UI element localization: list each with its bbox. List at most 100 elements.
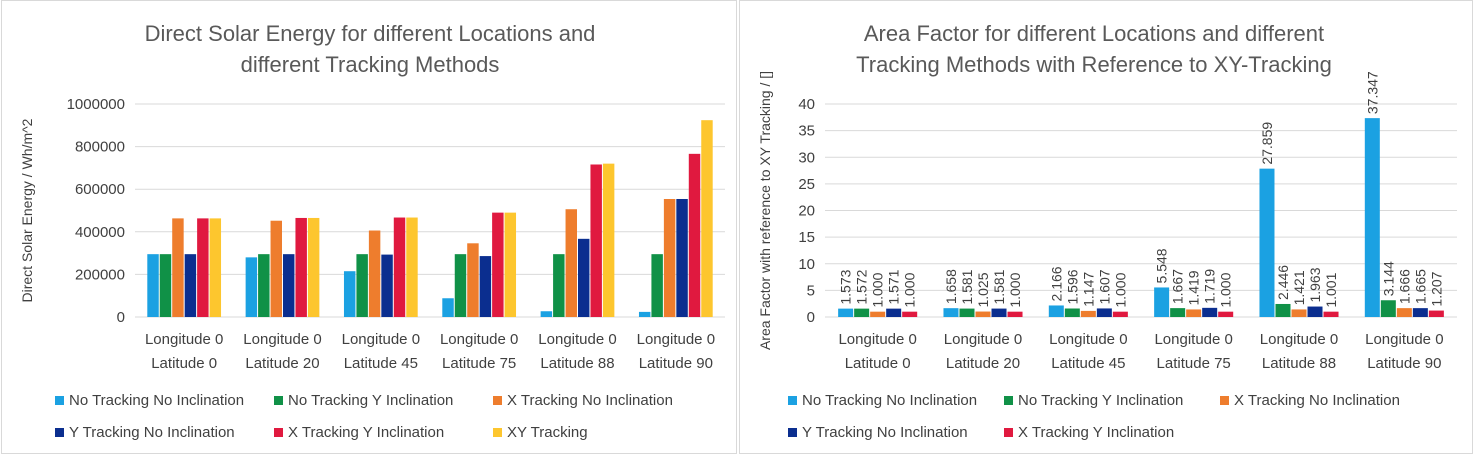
bar bbox=[854, 308, 870, 317]
x-category-label: Latitude 45 bbox=[344, 355, 418, 372]
bar bbox=[184, 254, 197, 317]
bar bbox=[1259, 168, 1275, 317]
bar bbox=[343, 271, 356, 317]
bar bbox=[602, 163, 615, 317]
bar bbox=[701, 120, 713, 317]
bar bbox=[283, 254, 295, 317]
y-tick-label: 15 bbox=[798, 229, 815, 246]
bar bbox=[1064, 308, 1080, 317]
y-tick-label: 1000000 bbox=[67, 96, 125, 113]
x-category-label: Latitude 20 bbox=[245, 355, 319, 372]
bar bbox=[553, 254, 565, 317]
y-tick-label: 600000 bbox=[75, 181, 125, 198]
bar bbox=[1112, 311, 1128, 317]
data-label: 1.581 bbox=[959, 269, 975, 304]
bar bbox=[1202, 307, 1218, 317]
legend-label: No Tracking No Inclination bbox=[69, 392, 244, 409]
data-label: 2.446 bbox=[1275, 265, 1291, 300]
bar bbox=[1170, 308, 1186, 317]
data-label: 1.666 bbox=[1396, 269, 1412, 304]
data-label: 1.572 bbox=[854, 269, 870, 304]
chart-direct-solar-energy: Direct Solar Energy for different Locati… bbox=[19, 21, 725, 441]
y-tick-label: 200000 bbox=[75, 266, 125, 283]
bar bbox=[943, 308, 959, 317]
bar bbox=[1154, 287, 1170, 317]
data-label: 1.000 bbox=[1112, 272, 1128, 307]
data-label: 1.000 bbox=[902, 272, 918, 307]
x-category-label: Longitude 0 bbox=[440, 331, 518, 348]
legend-label: X Tracking Y Inclination bbox=[288, 424, 444, 441]
legend-swatch bbox=[1004, 428, 1013, 437]
bar bbox=[590, 164, 602, 317]
x-category-label: Latitude 20 bbox=[946, 355, 1020, 372]
data-label: 1.667 bbox=[1170, 269, 1186, 304]
y-tick-label: 20 bbox=[798, 203, 815, 220]
bar bbox=[676, 198, 688, 317]
bar bbox=[886, 308, 902, 317]
bar bbox=[295, 217, 307, 317]
legend-label: XY Tracking bbox=[507, 424, 588, 441]
bar bbox=[688, 153, 701, 317]
bar bbox=[381, 254, 393, 317]
bar bbox=[454, 254, 467, 317]
data-label: 1.571 bbox=[886, 269, 902, 304]
bar bbox=[1186, 309, 1202, 317]
bar bbox=[663, 198, 676, 317]
x-category-label: Latitude 88 bbox=[1262, 355, 1336, 372]
data-label: 1.000 bbox=[1218, 272, 1234, 307]
bar bbox=[1275, 303, 1291, 317]
bar bbox=[565, 209, 577, 317]
bar bbox=[479, 256, 492, 317]
x-category-label: Longitude 0 bbox=[1154, 331, 1232, 348]
legend-swatch bbox=[1004, 396, 1013, 405]
bar bbox=[1428, 310, 1444, 317]
legend-swatch bbox=[274, 428, 283, 437]
chart-area-factor: Area Factor for different Locations and … bbox=[757, 21, 1457, 441]
bar bbox=[258, 254, 270, 317]
chart-title-line-2: Tracking Methods with Reference to XY-Tr… bbox=[856, 52, 1332, 77]
data-label: 1.000 bbox=[1007, 272, 1023, 307]
y-axis-title: Area Factor with reference to XY Trackin… bbox=[757, 71, 773, 350]
bar bbox=[368, 230, 381, 317]
bar bbox=[1096, 308, 1112, 317]
bar bbox=[467, 243, 479, 317]
bar bbox=[540, 311, 553, 317]
x-category-label: Longitude 0 bbox=[637, 331, 715, 348]
data-label: 1.421 bbox=[1291, 270, 1307, 305]
y-tick-label: 40 bbox=[798, 96, 815, 113]
legend-label: X Tracking No Inclination bbox=[507, 392, 673, 409]
bar bbox=[172, 218, 184, 317]
bar bbox=[1307, 306, 1323, 317]
bar bbox=[393, 217, 406, 317]
y-tick-label: 0 bbox=[117, 309, 125, 326]
bar bbox=[159, 254, 172, 317]
data-label: 1.419 bbox=[1186, 270, 1202, 305]
data-label: 1.000 bbox=[870, 272, 886, 307]
bar bbox=[870, 311, 886, 317]
y-axis-title: Direct Solar Energy / Wh/m^2 bbox=[19, 118, 35, 302]
x-category-label: Longitude 0 bbox=[1049, 331, 1127, 348]
data-label: 37.347 bbox=[1364, 71, 1380, 114]
bar bbox=[406, 217, 418, 317]
y-tick-label: 5 bbox=[807, 282, 815, 299]
x-category-label: Latitude 45 bbox=[1051, 355, 1125, 372]
bar bbox=[1412, 308, 1428, 317]
chart-panel-direct-solar-energy: Direct Solar Energy for different Locati… bbox=[1, 0, 737, 454]
data-label: 1.963 bbox=[1307, 267, 1323, 302]
bar bbox=[1380, 300, 1396, 317]
bar bbox=[959, 308, 975, 317]
legend-label: Y Tracking No Inclination bbox=[802, 424, 968, 441]
legend-swatch bbox=[274, 396, 283, 405]
x-category-label: Latitude 75 bbox=[1157, 355, 1231, 372]
bar bbox=[492, 212, 504, 317]
legend-label: No Tracking Y Inclination bbox=[1018, 392, 1183, 409]
y-tick-label: 800000 bbox=[75, 139, 125, 156]
data-label: 1.596 bbox=[1064, 269, 1080, 304]
bar bbox=[197, 218, 209, 317]
legend-swatch bbox=[493, 396, 502, 405]
data-label: 1.719 bbox=[1202, 269, 1218, 304]
y-tick-label: 10 bbox=[798, 256, 815, 273]
x-category-label: Latitude 75 bbox=[442, 355, 516, 372]
bar bbox=[1007, 311, 1023, 317]
data-label: 1.665 bbox=[1412, 269, 1428, 304]
